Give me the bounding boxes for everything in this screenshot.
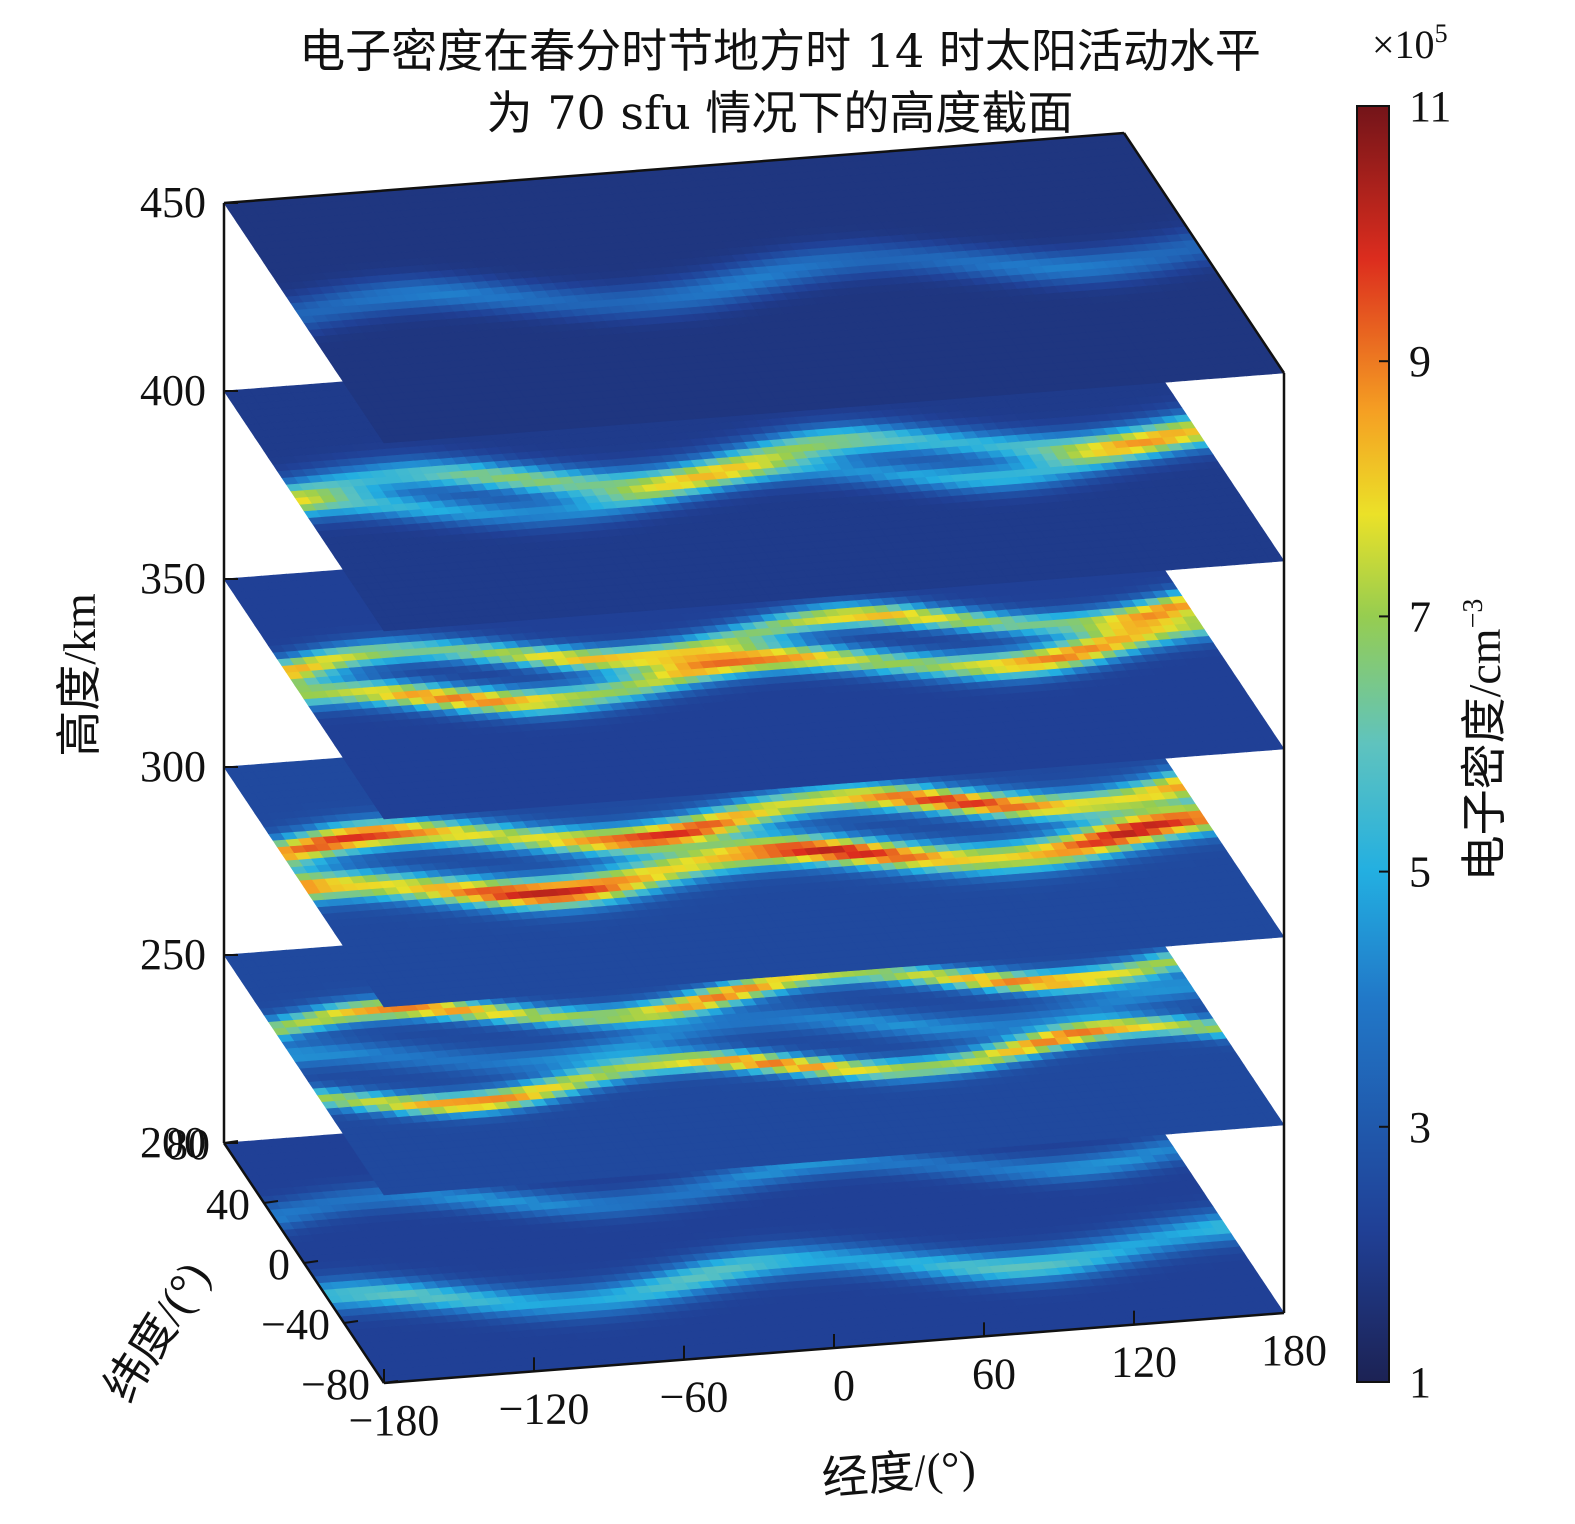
slices-layer	[224, 133, 1284, 1383]
